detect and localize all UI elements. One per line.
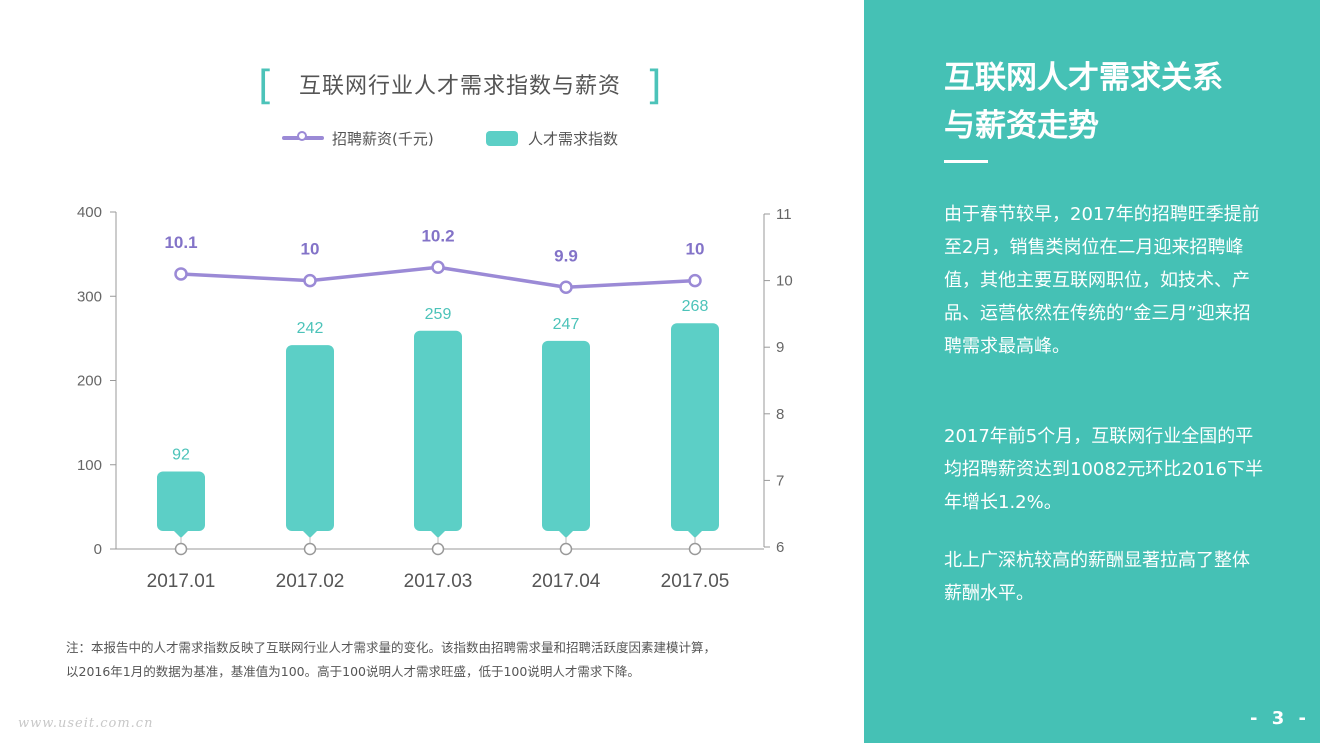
salary-value-label: 9.9 <box>554 246 578 265</box>
panel-paragraph-1: 由于春节较早，2017年的招聘旺季提前至2月，销售类岗位在二月迎来招聘峰值，其他… <box>944 204 1260 357</box>
y-left-tick-label: 0 <box>94 541 102 558</box>
panel-title: 互联网人才需求关系 与薪资走势 <box>944 54 1284 150</box>
panel-divider <box>944 160 988 163</box>
x-axis-marker <box>303 542 317 556</box>
summary-panel: 互联网人才需求关系 与薪资走势 由于春节较早，2017年的招聘旺季提前至2月，销… <box>864 0 1320 743</box>
x-axis-marker <box>688 542 702 556</box>
y-right-tick-label: 11 <box>776 206 792 223</box>
y-left-tick-label: 200 <box>77 373 102 390</box>
salary-value-label: 10.1 <box>164 233 197 252</box>
bar-value-label: 268 <box>682 298 709 315</box>
salary-point <box>174 267 188 281</box>
chart-title: 互联网行业人才需求指数与薪资 <box>298 74 621 99</box>
legend-label-demand: 人才需求指数 <box>528 129 619 148</box>
x-tick-label: 2017.02 <box>276 571 345 592</box>
y-right-tick-label: 8 <box>776 406 784 423</box>
watermark: www.useit.com.cn <box>18 716 154 731</box>
bar-pointer <box>430 530 446 538</box>
salary-point <box>688 273 702 288</box>
x-tick-label: 2017.03 <box>404 571 473 592</box>
bar-pointer <box>558 530 574 538</box>
y-right-tick-label: 7 <box>776 472 784 489</box>
bar-value-label: 259 <box>425 306 452 323</box>
salary-point <box>431 260 445 275</box>
chart: 0 100 200 300 400 6 7 8 9 10 11 92 2017.01 242 2017.0… <box>77 204 793 592</box>
footnote-line-1: 注：本报告中的人才需求指数反映了互联网行业人才需求量的变化。该指数由招聘需求量和… <box>66 640 717 655</box>
y-right-tick-label: 9 <box>776 339 784 356</box>
footnote-line-2: 以2016年1月的数据为基准，基准值为100。高于100说明人才需求旺盛，低于1… <box>66 664 640 679</box>
x-axis-marker <box>431 542 445 556</box>
bar-value-label: 247 <box>553 316 580 333</box>
panel-paragraph-3: 北上广深杭较高的薪酬显著拉高了整体薪酬水平。 <box>944 550 1250 604</box>
bar-value-label: 92 <box>172 446 190 463</box>
x-axis-marker <box>174 542 188 556</box>
x-tick-label: 2017.04 <box>532 571 601 592</box>
legend-bar-icon <box>486 130 518 146</box>
bar-pointer <box>302 530 318 538</box>
bar <box>286 345 334 531</box>
bar <box>414 330 462 531</box>
salary-point <box>303 273 317 288</box>
legend-line-icon <box>282 131 324 141</box>
y-left-tick-label: 400 <box>77 204 102 221</box>
legend-item-demand: 人才需求指数 <box>486 127 618 149</box>
y-right-tick-label: 6 <box>776 539 784 556</box>
x-tick-label: 2017.05 <box>661 571 730 592</box>
legend-label-salary: 招聘薪资(千元) <box>332 129 434 148</box>
title-bracket-left: [ <box>258 63 274 109</box>
bar-pointer <box>173 530 189 538</box>
bar-value-label: 242 <box>297 320 324 337</box>
bar-pointer <box>687 530 703 538</box>
salary-value-label: 10 <box>686 240 705 259</box>
title-bracket-right: ] <box>646 63 662 109</box>
bar <box>671 323 719 531</box>
page-number: - 3 - <box>1250 708 1310 729</box>
footnote: 注：本报告中的人才需求指数反映了互联网行业人才需求量的变化。该指数由招聘需求量和… <box>66 636 846 684</box>
salary-value-label: 10.2 <box>421 226 454 245</box>
y-left-tick-label: 300 <box>77 288 102 305</box>
x-tick-label: 2017.01 <box>147 571 216 592</box>
panel-title-line-1: 互联网人才需求关系 <box>944 60 1223 96</box>
y-right-tick-label: 10 <box>776 273 793 290</box>
salary-value-label: 10 <box>301 240 320 259</box>
bar <box>542 340 590 531</box>
x-axis-marker <box>559 542 573 556</box>
panel-title-line-2: 与薪资走势 <box>944 108 1099 144</box>
bar <box>157 471 205 531</box>
legend-item-salary: 招聘薪资(千元) <box>282 127 434 149</box>
panel-paragraph-2: 2017年前5个月，互联网行业全国的平均招聘薪资达到10082元环比2016下半… <box>944 426 1264 513</box>
salary-point <box>559 280 573 295</box>
y-left-tick-label: 100 <box>77 457 102 474</box>
